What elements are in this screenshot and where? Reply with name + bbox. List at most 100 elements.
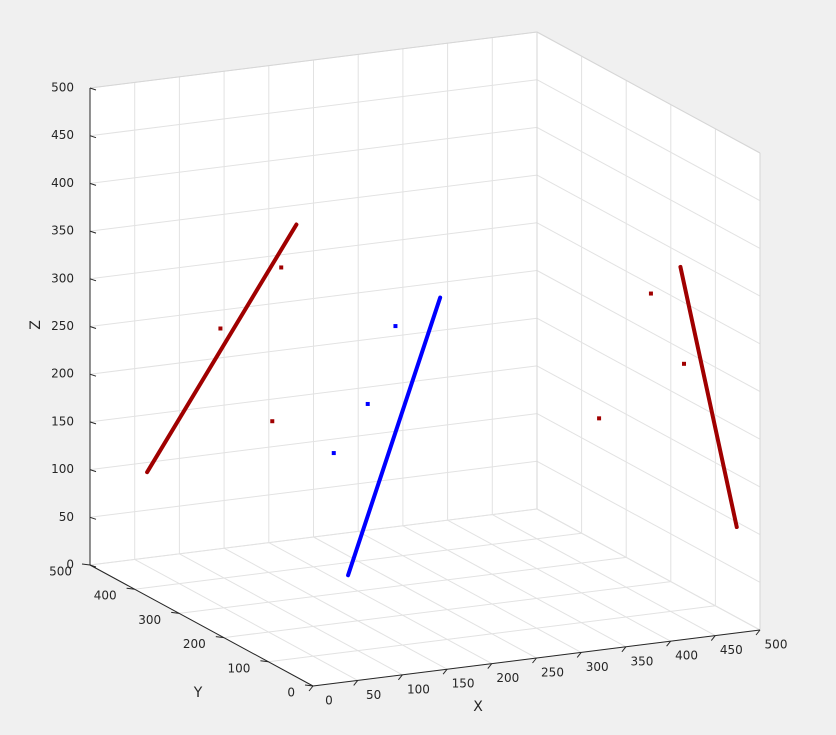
x-tick-label: 300 [586, 660, 609, 674]
x-tick [666, 640, 671, 647]
x-axis-label: X [473, 699, 483, 715]
y-tick [304, 684, 314, 687]
grid-line [89, 222, 538, 280]
x-tick [621, 646, 627, 653]
z-tick [89, 469, 97, 473]
x-tick-label: 150 [452, 677, 475, 691]
x-tick-label: 350 [630, 654, 653, 668]
x-tick-label: 400 [675, 649, 698, 663]
y-tick-label: 300 [138, 613, 161, 627]
data-point [393, 324, 398, 329]
grid-line [179, 553, 403, 676]
z-tick-label: 400 [51, 176, 74, 190]
x-tick [398, 674, 403, 681]
x-tick-label: 250 [541, 666, 564, 680]
x-tick [353, 680, 359, 686]
grid-line [89, 79, 538, 137]
grid-line [89, 174, 538, 232]
y-tick-label: 200 [183, 637, 206, 651]
grid-line [179, 556, 627, 614]
x-tick-label: 100 [407, 682, 430, 696]
x-tick [442, 668, 448, 675]
grid-line [134, 532, 582, 590]
grid-line [223, 547, 448, 670]
x-tick [532, 657, 537, 664]
z-tick-label: 0 [66, 558, 74, 572]
z-tick [89, 373, 97, 377]
grid-line [536, 317, 761, 440]
z-tick-label: 200 [51, 367, 74, 381]
z-tick [89, 278, 97, 282]
data-line [145, 222, 299, 475]
grid-line [89, 270, 538, 327]
grid-line [89, 126, 538, 184]
data-line [346, 295, 443, 578]
z-axis-label: Z [28, 320, 44, 330]
y-tick [126, 587, 135, 590]
z-tick-label: 350 [51, 224, 74, 238]
grid-line [536, 413, 761, 536]
x-tick [308, 685, 314, 692]
grid-line [536, 222, 761, 345]
y-tick [260, 660, 269, 663]
data-point [279, 265, 284, 270]
y-tick-label: 400 [94, 589, 117, 603]
y-tick-label: 500 [49, 565, 72, 579]
x-tick-label: 500 [765, 638, 788, 652]
z-tick-label: 150 [51, 414, 74, 428]
z-tick [89, 87, 97, 91]
z-tick-label: 450 [51, 128, 74, 142]
data-point [597, 416, 602, 421]
grid-line [89, 508, 538, 566]
data-point [365, 401, 370, 406]
grid-line [89, 317, 538, 375]
x-tick-label: 50 [366, 688, 381, 702]
z-tick-label: 500 [51, 81, 74, 95]
grid-line [492, 514, 716, 637]
grid-line [268, 542, 493, 665]
y-tick [215, 636, 224, 639]
data-point [682, 361, 687, 366]
grid-line [357, 530, 582, 653]
z-tick [89, 564, 97, 568]
y-axis-label: Y [193, 685, 203, 701]
grid-line [536, 460, 761, 583]
data-point [331, 451, 336, 456]
data-point [270, 419, 275, 424]
z-tick-label: 250 [51, 319, 74, 333]
grid-line [536, 270, 761, 392]
y-tick-label: 0 [287, 686, 295, 700]
y-tick [81, 563, 91, 566]
x-tick [755, 629, 761, 636]
z-tick-label: 50 [59, 510, 74, 524]
x-tick [710, 635, 716, 641]
grid-line [89, 460, 538, 518]
z-tick [89, 326, 97, 329]
z-tick [89, 230, 97, 234]
z-tick-label: 300 [51, 271, 74, 285]
y-axis [89, 564, 314, 687]
x-tick [576, 652, 582, 658]
plot-area [90, 32, 760, 686]
box-edge [89, 31, 538, 89]
grid-line [89, 365, 538, 423]
grid-line [223, 581, 671, 639]
grid-line [536, 126, 761, 249]
data-point [218, 326, 223, 331]
grid-line [447, 519, 671, 642]
y-tick [171, 611, 180, 614]
z-tick-label: 100 [51, 462, 74, 476]
x-tick [487, 663, 493, 669]
grid-line [402, 525, 627, 648]
grid-line [536, 508, 761, 631]
grid-line [89, 413, 538, 471]
x-tick-label: 0 [325, 694, 333, 708]
box-edge [536, 31, 761, 154]
z-tick [89, 135, 97, 139]
data-point [648, 291, 653, 296]
grid-line [536, 174, 761, 297]
grid-line [134, 558, 358, 681]
z-tick [89, 182, 97, 186]
data-line [678, 264, 739, 530]
